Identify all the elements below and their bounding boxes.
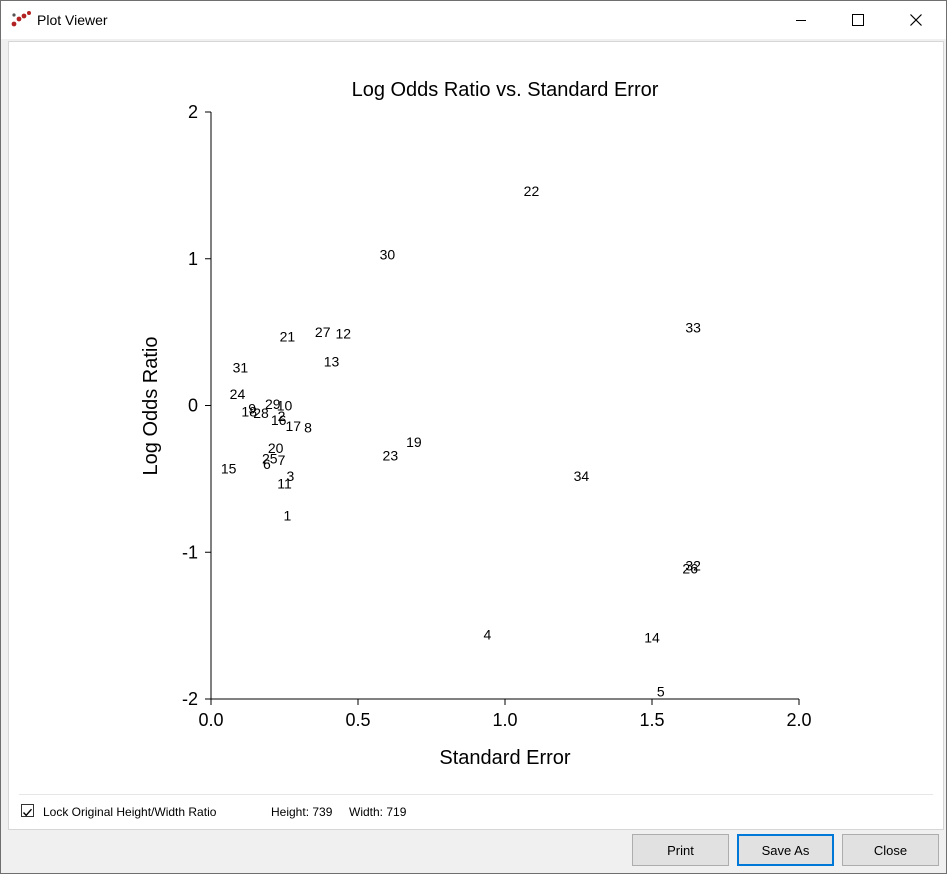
minimize-button[interactable] bbox=[772, 1, 830, 39]
point-label: 24 bbox=[230, 386, 246, 402]
scatter-chart: Log Odds Ratio vs. Standard Error Standa… bbox=[140, 79, 812, 769]
x-tick-label: 0.0 bbox=[198, 710, 223, 730]
point-label: 25 bbox=[262, 450, 278, 466]
point-label: 14 bbox=[644, 629, 660, 645]
window-title: Plot Viewer bbox=[37, 12, 108, 28]
close-icon bbox=[910, 14, 922, 26]
save-as-button[interactable]: Save As bbox=[737, 834, 834, 866]
width-readout: Width: 719 bbox=[349, 805, 407, 819]
maximize-icon bbox=[852, 14, 864, 26]
point-label: 31 bbox=[233, 359, 249, 375]
point-label: 20 bbox=[268, 440, 284, 456]
lock-ratio-checkbox[interactable] bbox=[21, 804, 34, 817]
x-axis-label: Standard Error bbox=[439, 747, 571, 769]
x-tick-label: 1.5 bbox=[639, 710, 664, 730]
y-tick-label: -1 bbox=[182, 542, 198, 562]
point-label: 10 bbox=[277, 398, 293, 414]
point-label: 7 bbox=[278, 452, 286, 468]
point-label: 1 bbox=[284, 508, 292, 524]
point-label: 28 bbox=[253, 405, 269, 421]
x-tick-label: 1.0 bbox=[492, 710, 517, 730]
y-tick-label: 1 bbox=[188, 249, 198, 269]
minimize-icon bbox=[796, 20, 806, 21]
chart-title: Log Odds Ratio vs. Standard Error bbox=[352, 79, 659, 101]
close-button[interactable]: Close bbox=[842, 834, 939, 866]
y-axis-label: Log Odds Ratio bbox=[140, 337, 162, 476]
height-readout: Height: 739 bbox=[271, 805, 333, 819]
checkmark-icon bbox=[22, 808, 33, 817]
point-label: 9 bbox=[248, 400, 256, 416]
point-label: 3 bbox=[286, 468, 294, 484]
point-label: 15 bbox=[221, 461, 237, 477]
point-label: 34 bbox=[574, 468, 590, 484]
lock-ratio-label: Lock Original Height/Width Ratio bbox=[43, 805, 217, 819]
point-label: 18 bbox=[241, 403, 257, 419]
close-window-button[interactable] bbox=[887, 1, 945, 39]
maximize-button[interactable] bbox=[829, 1, 887, 39]
point-label: 11 bbox=[277, 475, 292, 491]
point-label: 19 bbox=[406, 434, 422, 450]
point-label: 2 bbox=[278, 408, 286, 424]
y-tick-label: 2 bbox=[188, 102, 198, 122]
point-label: 22 bbox=[524, 183, 540, 199]
point-label: 32 bbox=[685, 557, 701, 573]
print-button[interactable]: Print bbox=[632, 834, 729, 866]
point-label: 5 bbox=[657, 684, 665, 700]
y-tick-label: 0 bbox=[188, 396, 198, 416]
footer-divider bbox=[19, 794, 933, 795]
point-label: 23 bbox=[383, 447, 399, 463]
y-tick-label: -2 bbox=[182, 689, 198, 709]
point-label: 12 bbox=[336, 326, 352, 342]
plot-panel: Log Odds Ratio vs. Standard Error Standa… bbox=[8, 41, 944, 830]
x-tick-label: 0.5 bbox=[345, 710, 370, 730]
point-label: 29 bbox=[265, 396, 281, 412]
point-label: 27 bbox=[315, 324, 331, 340]
point-label: 33 bbox=[685, 320, 701, 336]
point-label: 21 bbox=[280, 329, 296, 345]
point-label: 26 bbox=[682, 560, 698, 576]
point-label: 8 bbox=[304, 420, 312, 436]
point-label: 30 bbox=[380, 246, 396, 262]
scatter-plot-app-icon bbox=[11, 11, 31, 27]
point-label: 6 bbox=[263, 456, 271, 472]
point-label: 16 bbox=[271, 412, 287, 428]
point-label: 4 bbox=[483, 626, 491, 642]
point-label: 17 bbox=[286, 418, 302, 434]
x-tick-label: 2.0 bbox=[786, 710, 811, 730]
point-label: 13 bbox=[324, 353, 340, 369]
title-bar[interactable]: Plot Viewer bbox=[1, 1, 946, 39]
